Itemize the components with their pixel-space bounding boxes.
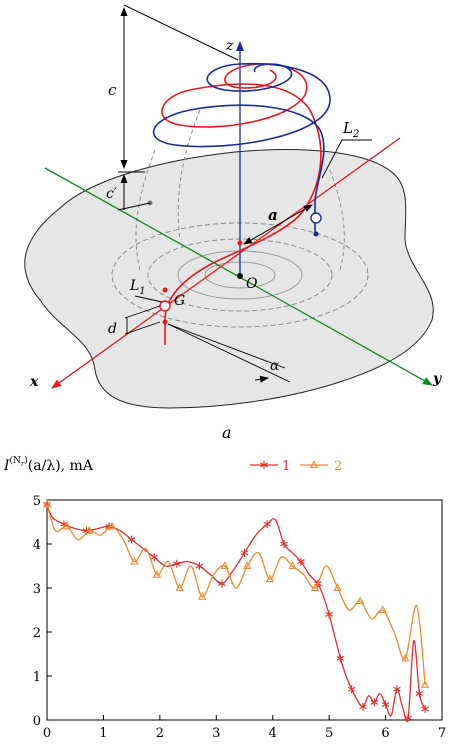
label-c: c <box>108 81 117 99</box>
y-tick-label: 0 <box>33 714 41 729</box>
x-axis <box>51 137 401 389</box>
x-tick-label: 7 <box>438 726 446 741</box>
y-tick-label: 4 <box>33 538 41 553</box>
label-o: O <box>246 276 258 292</box>
series-line-1 <box>46 504 426 723</box>
y-tick-label: 1 <box>33 670 41 685</box>
series-1-point <box>336 653 345 663</box>
legend-label-2: 2 <box>334 459 342 474</box>
label-c-prime: c′ <box>106 186 118 202</box>
dimension-c <box>117 4 239 211</box>
label-l2: L2 <box>342 119 359 140</box>
axis-ticks: 0 1 2 3 4 5 6 7 0 1 2 3 4 5 <box>33 494 446 741</box>
angle-alpha <box>167 323 291 383</box>
x-tick-label: 3 <box>212 726 220 741</box>
x-tick-label: 2 <box>156 726 164 741</box>
x-tick-label: 6 <box>381 726 389 741</box>
chart-legend: 1 2 <box>250 459 342 474</box>
series-1-point <box>195 561 204 571</box>
label-alpha: α <box>270 358 280 374</box>
source-l2 <box>310 212 322 224</box>
dimension-d <box>124 305 161 335</box>
y-tick-label: 5 <box>33 494 41 509</box>
x-tick-label: 0 <box>43 726 51 741</box>
legend-label-1: 1 <box>282 459 290 474</box>
series-layer <box>42 499 430 723</box>
caption-a: a <box>222 423 232 440</box>
source-g <box>159 300 171 312</box>
series-1-point <box>325 609 334 619</box>
diagram-figure-a: z c c′ L2 a O L1 G d α x y a <box>24 4 442 440</box>
spiral-blue <box>152 62 331 235</box>
label-l1: L1 <box>129 278 146 297</box>
plot-frame <box>46 499 443 721</box>
dimension-a <box>243 204 313 245</box>
series-1-point <box>421 704 430 714</box>
leader-l1 <box>134 295 163 303</box>
point-l2-bottom <box>313 231 319 237</box>
label-d: d <box>108 321 117 337</box>
label-z: z <box>225 38 234 54</box>
leader-l2 <box>321 139 372 179</box>
series-1-point <box>415 689 424 699</box>
x-tick-label: 4 <box>269 726 277 741</box>
chart-figure-b: I(Nr)(a/λ), mA 1 2 0 1 2 3 4 5 6 7 0 1 2 3 4 5 <box>3 455 446 741</box>
y-tick-label: 3 <box>33 582 41 597</box>
label-g: G <box>174 293 185 309</box>
point-helix-start <box>237 240 243 246</box>
point-g-bottom <box>162 319 168 325</box>
label-a-dim: a <box>268 206 278 224</box>
series-1-point <box>381 700 390 710</box>
chart-ylabel: I(Nr)(a/λ), mA <box>3 455 94 474</box>
label-y: y <box>432 371 442 387</box>
origin-point <box>237 273 243 279</box>
series-1-point <box>347 684 356 694</box>
label-x: x <box>29 374 39 390</box>
x-tick-label: 1 <box>99 726 107 741</box>
series-line-2 <box>46 504 426 685</box>
ground-surface <box>24 149 434 409</box>
x-tick-label: 5 <box>325 726 333 741</box>
y-tick-label: 2 <box>33 626 41 641</box>
point-l1-top <box>162 287 168 293</box>
